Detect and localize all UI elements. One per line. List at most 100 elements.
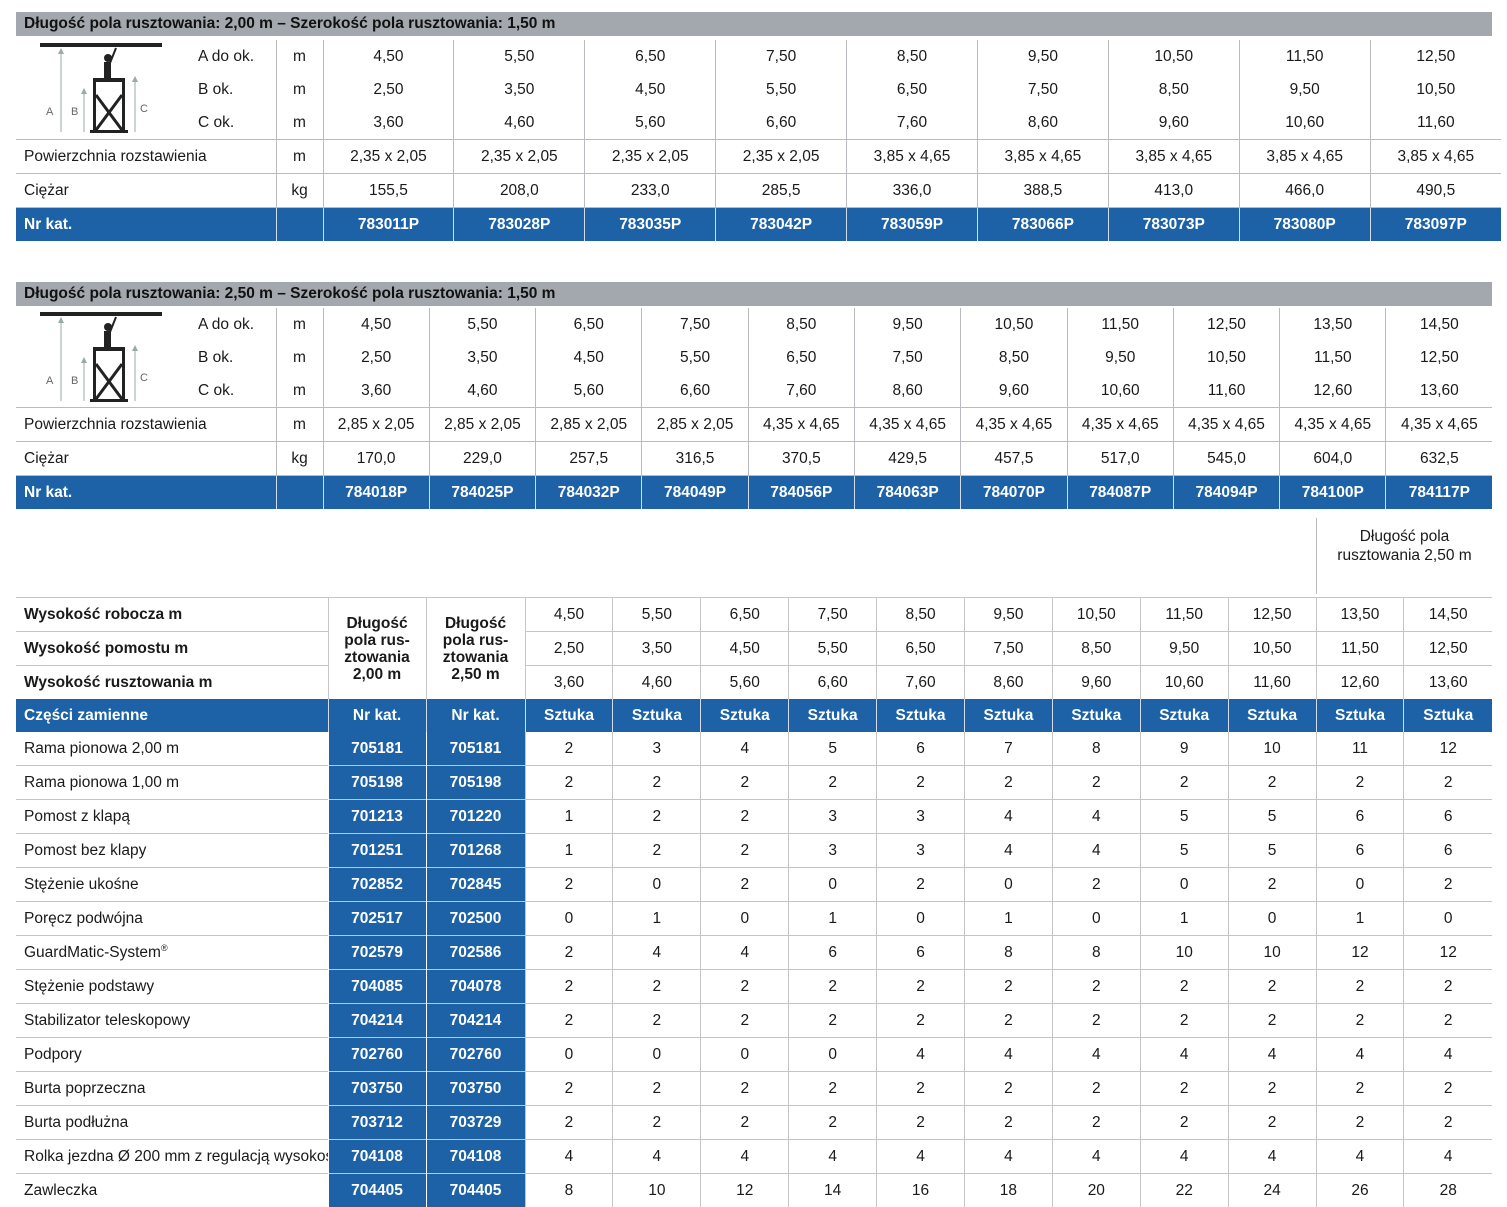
value-cell: 12,50	[1173, 308, 1279, 341]
value-cell: 4,35 x 4,65	[1386, 408, 1492, 442]
value-cell: 5,50	[454, 40, 585, 73]
value-cell: 3,85 x 4,65	[1239, 140, 1370, 174]
value-cell: 2,35 x 2,05	[454, 140, 585, 174]
catalog-number: 783073P	[1108, 208, 1239, 242]
value-cell: 4,50	[536, 341, 642, 374]
quantity-cell: 4	[701, 732, 789, 766]
quantity-cell: 4	[701, 936, 789, 970]
value-cell: 8,50	[961, 341, 1067, 374]
value-cell: 8,50	[847, 40, 978, 73]
value-cell: 11,50	[1280, 341, 1386, 374]
quantity-cell: 1	[1140, 902, 1228, 936]
dimension-value: 3,50	[613, 632, 701, 666]
quantity-cell: 12	[1404, 936, 1492, 970]
catalog-number: 704405	[328, 1174, 426, 1207]
quantity-cell: 1	[525, 834, 613, 868]
quantity-cell: 2	[789, 1004, 877, 1038]
value-cell: 3,85 x 4,65	[1108, 140, 1239, 174]
quantity-cell: 1	[613, 902, 701, 936]
row-label: B ok.	[190, 341, 276, 374]
catalog-number: 783097P	[1370, 208, 1501, 242]
row-label: A do ok.	[190, 308, 276, 341]
value-cell: 466,0	[1239, 174, 1370, 208]
quantity-header: Sztuka	[964, 699, 1052, 732]
row-unit: m	[276, 341, 323, 374]
dimension-value: 13,60	[1404, 666, 1492, 700]
quantity-cell: 2	[1316, 970, 1404, 1004]
row-label: Ciężar	[16, 174, 276, 208]
field-length-heading-line: 2,50 m	[427, 666, 525, 683]
quantity-cell: 4	[1316, 1140, 1404, 1174]
row-unit: m	[276, 374, 323, 408]
value-cell: 2,50	[323, 341, 429, 374]
row-unit	[276, 476, 323, 510]
value-cell: 4,50	[585, 73, 716, 106]
value-cell: 10,60	[1067, 374, 1173, 408]
quantity-cell: 4	[525, 1140, 613, 1174]
part-name-text: Rolka jezdna Ø 200 mm z regulacją wysoko…	[24, 1148, 328, 1165]
quantity-header: Sztuka	[1140, 699, 1228, 732]
quantity-cell: 2	[789, 1106, 877, 1140]
quantity-cell: 2	[964, 1106, 1052, 1140]
quantity-cell: 10	[1228, 732, 1316, 766]
parts-header-label: Części zamienne	[16, 699, 328, 732]
parts-note: Długość pola rusztowania 2,50 m	[1316, 518, 1492, 594]
value-cell: 10,50	[961, 308, 1067, 341]
catalog-number: 704214	[328, 1004, 426, 1038]
dimension-value: 4,50	[701, 632, 789, 666]
quantity-cell: 4	[1404, 1038, 1492, 1072]
part-name: Rolka jezdna Ø 200 mm z regulacją wysoko…	[16, 1140, 328, 1174]
part-name: GuardMatic-System®	[16, 936, 328, 970]
dimension-value: 9,60	[1052, 666, 1140, 700]
part-name: Burta podłużna	[16, 1106, 328, 1140]
catalog-number: 704078	[426, 970, 525, 1004]
quantity-cell: 4	[1052, 800, 1140, 834]
quantity-cell: 0	[789, 868, 877, 902]
value-cell: 7,60	[748, 374, 854, 408]
quantity-cell: 2	[525, 732, 613, 766]
part-name: Podpory	[16, 1038, 328, 1072]
quantity-cell: 12	[701, 1174, 789, 1207]
catalog-number: 704108	[328, 1140, 426, 1174]
row-label: C ok.	[190, 374, 276, 408]
value-cell: 12,50	[1386, 341, 1492, 374]
catalog-header: Nr kat.	[426, 699, 525, 732]
catalog-number: 702579	[328, 936, 426, 970]
value-cell: 4,35 x 4,65	[854, 408, 960, 442]
catalog-number: 702500	[426, 902, 525, 936]
row-unit: m	[276, 40, 323, 73]
catalog-number: 701251	[328, 834, 426, 868]
part-name: Stabilizator teleskopowy	[16, 1004, 328, 1038]
quantity-cell: 16	[877, 1174, 965, 1207]
catalog-header: Nr kat.	[328, 699, 426, 732]
value-cell: 11,50	[1239, 40, 1370, 73]
quantity-cell: 2	[1404, 766, 1492, 800]
dimension-value: 13,50	[1316, 598, 1404, 632]
quantity-cell: 2	[789, 1072, 877, 1106]
quantity-cell: 2	[1052, 766, 1140, 800]
quantity-cell: 2	[1140, 766, 1228, 800]
quantity-cell: 2	[1404, 970, 1492, 1004]
value-cell: 632,5	[1386, 442, 1492, 476]
quantity-cell: 2	[613, 1106, 701, 1140]
quantity-cell: 0	[789, 1038, 877, 1072]
quantity-cell: 2	[525, 1106, 613, 1140]
value-cell: 6,50	[748, 341, 854, 374]
quantity-cell: 6	[789, 936, 877, 970]
quantity-header: Sztuka	[525, 699, 613, 732]
quantity-cell: 18	[964, 1174, 1052, 1207]
dimension-value: 11,50	[1316, 632, 1404, 666]
field-length-heading-line: pola rus-	[329, 632, 426, 649]
value-cell: 7,50	[716, 40, 847, 73]
value-cell: 8,60	[854, 374, 960, 408]
quantity-cell: 2	[701, 1106, 789, 1140]
value-cell: 11,60	[1173, 374, 1279, 408]
quantity-cell: 5	[1140, 834, 1228, 868]
